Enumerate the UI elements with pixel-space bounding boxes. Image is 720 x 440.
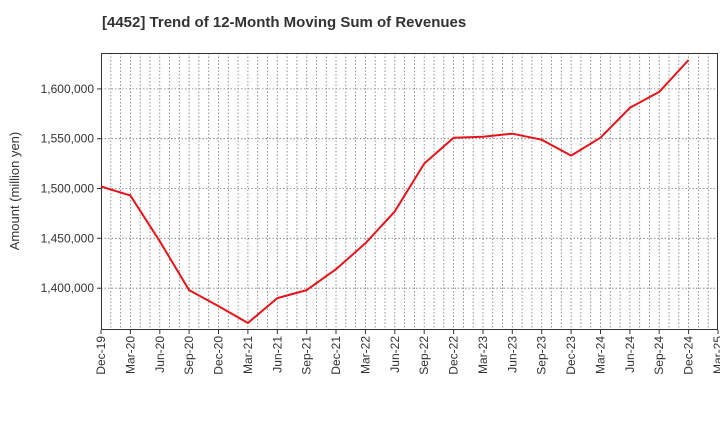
x-tick-label: Jun-22 [388, 336, 402, 373]
plot-area [101, 53, 718, 330]
plot-frame [101, 53, 718, 330]
x-tick-label: Jun-23 [505, 336, 519, 373]
x-tick-label: Dec-19 [94, 336, 108, 375]
x-tick-label: Mar-20 [123, 336, 137, 374]
x-tick-label: Jun-24 [623, 336, 637, 373]
series-group [100, 59, 690, 324]
x-tick-label: Sep-23 [535, 336, 549, 375]
x-tick-label: Jun-20 [153, 336, 167, 373]
series-line [100, 59, 690, 324]
x-tick-label: Mar-24 [594, 336, 608, 374]
x-tick-label: Mar-21 [241, 336, 255, 374]
x-axis-ticks: Dec-19 Mar-20 Jun-20 Sep-20 Dec-20 Mar-21 Jun-… [94, 330, 720, 375]
x-tick-label: Mar-23 [476, 336, 490, 374]
x-tick-label: Sep-24 [652, 336, 666, 375]
y-tick-label: 1,500,000 [41, 182, 95, 196]
y-axis-ticks: 1,400,000 1,450,000 1,500,000 1,550,000 1,60… [41, 82, 101, 295]
chart-title: [4452] Trend of 12-Month Moving Sum of R… [102, 14, 467, 31]
y-tick-label: 1,450,000 [41, 231, 95, 245]
x-gridlines [110, 53, 709, 330]
x-tick-label: Dec-24 [682, 336, 696, 375]
x-tick-label: Dec-22 [447, 336, 461, 375]
y-tick-label: 1,600,000 [41, 82, 95, 96]
x-tick-label: Mar-22 [358, 336, 372, 374]
x-tick-label: Sep-21 [300, 336, 314, 375]
x-tick-label: Dec-20 [212, 336, 226, 375]
x-tick-label: Dec-21 [329, 336, 343, 375]
x-tick-label: Sep-22 [417, 336, 431, 375]
x-tick-label: Mar-25 [711, 336, 720, 374]
y-tick-label: 1,550,000 [41, 132, 95, 146]
x-tick-label: Dec-23 [564, 336, 578, 375]
y-axis-label: Amount (million yen) [7, 132, 22, 251]
x-tick-label: Sep-20 [182, 336, 196, 375]
y-tick-label: 1,400,000 [41, 281, 95, 295]
x-tick-label: Jun-21 [270, 336, 284, 373]
